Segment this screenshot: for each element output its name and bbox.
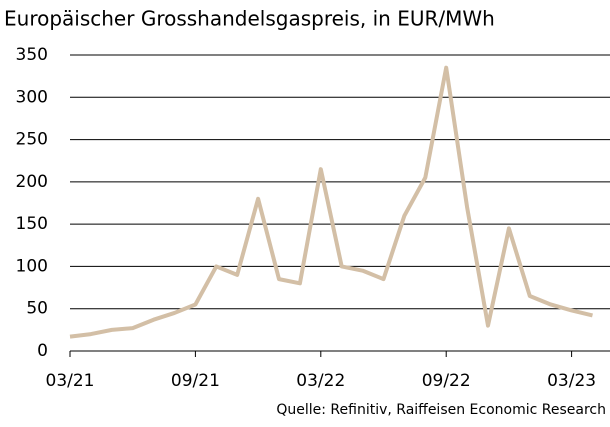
y-tick-label: 350 [16,45,48,65]
y-tick-label: 300 [16,87,48,107]
line [69,65,593,339]
x-tick-label: 03/21 [46,371,95,391]
x-tick-label: 09/21 [171,371,220,391]
y-tick-label: 200 [16,172,48,192]
x-tick-label: 09/22 [422,371,471,391]
source: Quelle: Refinitiv, Raiffeisen Economic R… [276,402,606,418]
x-tick-label: 03/22 [296,371,345,391]
y-tick-label: 150 [16,214,48,234]
chart-title: Europäischer Grosshandelsgaspreis, in EU… [4,7,495,31]
y-tick-label: 0 [37,341,48,361]
y-tick-label: 100 [16,256,48,276]
x-tick-label: 03/23 [547,371,596,391]
y-tick-label: 250 [16,130,48,150]
y-tick-label: 50 [26,299,48,319]
